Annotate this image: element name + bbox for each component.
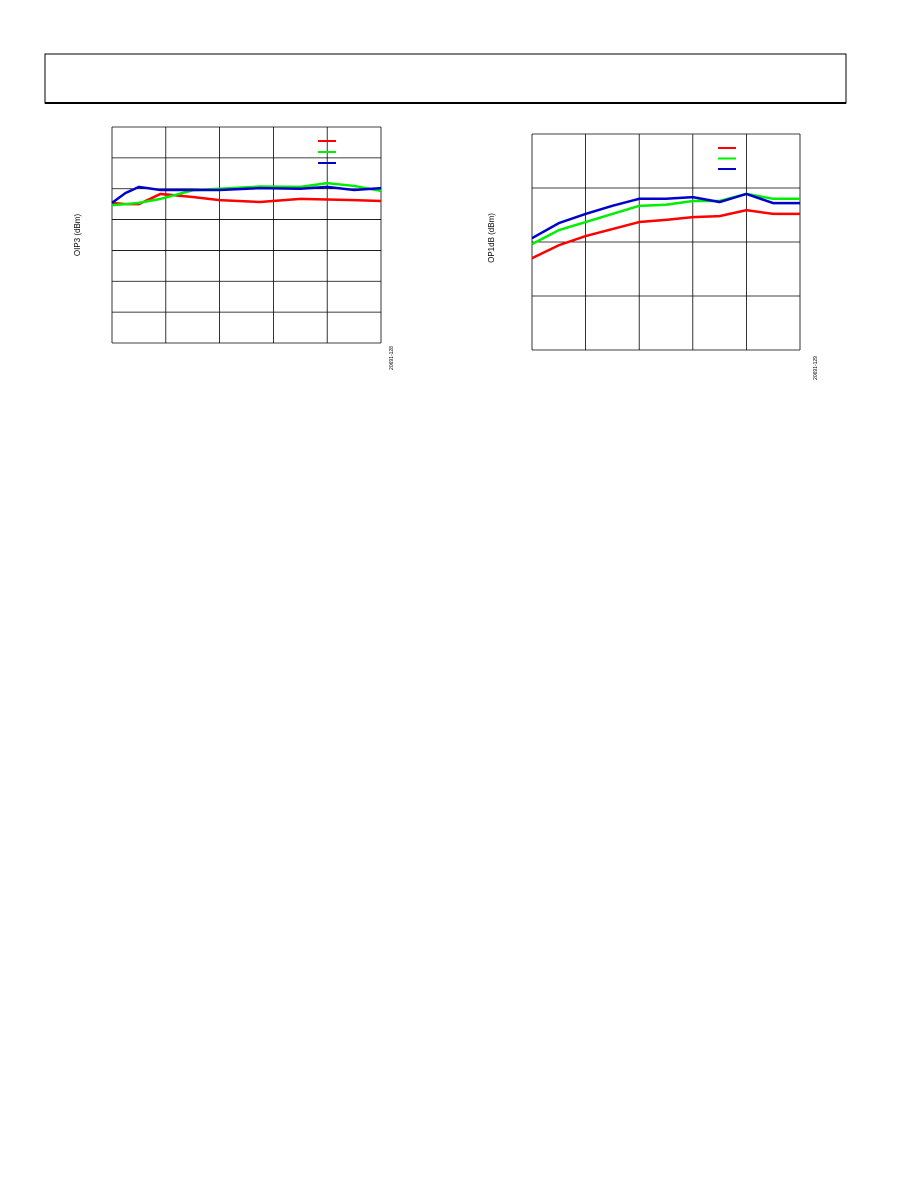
figure-id: 20691-129 bbox=[813, 356, 819, 380]
figure-id: 20691-128 bbox=[389, 346, 395, 370]
series-line bbox=[531, 192, 800, 240]
header-box bbox=[44, 53, 847, 104]
y-axis-label: OIP3 (dBm) bbox=[73, 214, 82, 257]
series-line bbox=[531, 208, 800, 260]
series-line bbox=[111, 185, 382, 204]
series-line bbox=[111, 192, 382, 206]
y-axis-label: OP1dB (dBm) bbox=[487, 213, 496, 263]
series-line bbox=[531, 192, 800, 246]
